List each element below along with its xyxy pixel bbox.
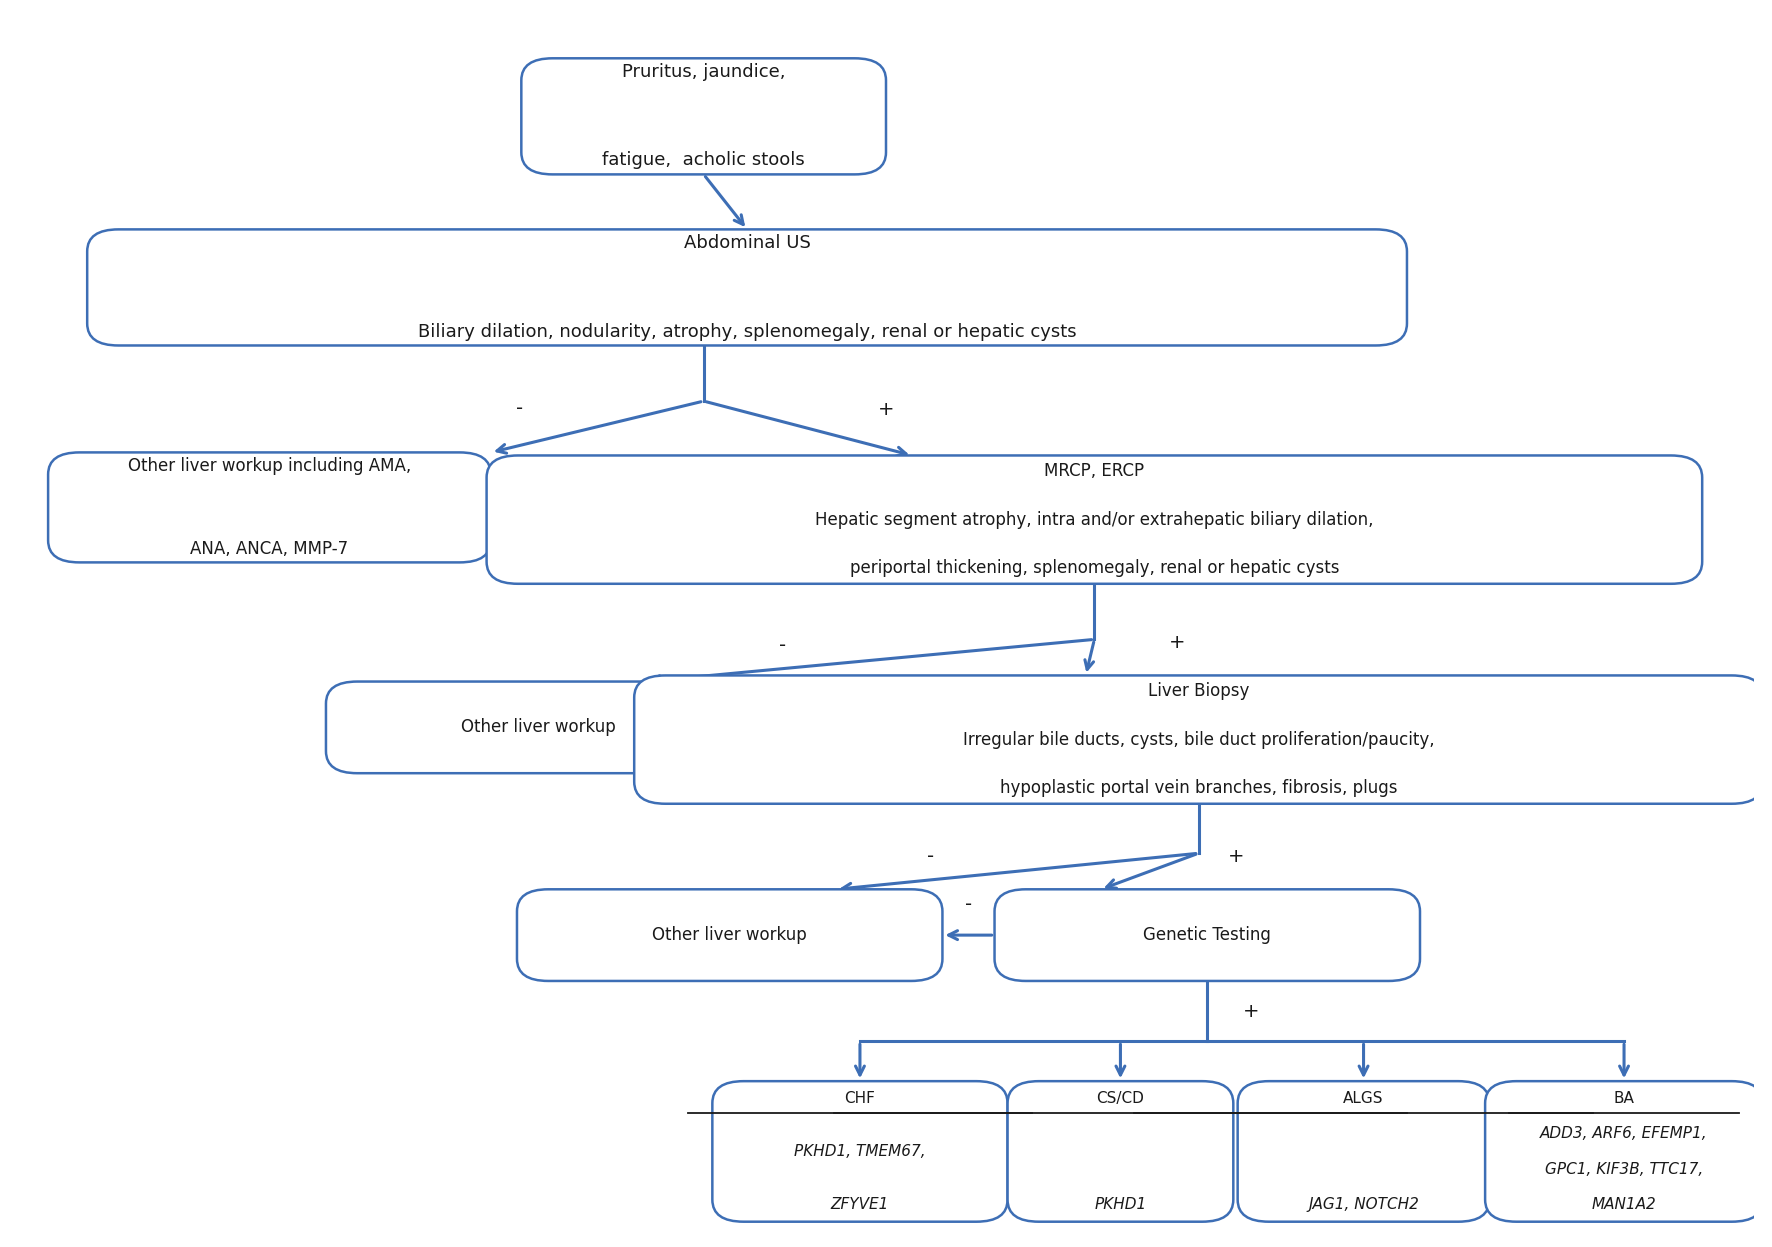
Text: BA: BA [1614, 1091, 1634, 1106]
Text: CS/CD: CS/CD [1097, 1091, 1145, 1106]
Text: PKHD1: PKHD1 [1095, 1197, 1146, 1212]
FancyBboxPatch shape [712, 1081, 1008, 1222]
Text: Other liver workup: Other liver workup [652, 927, 806, 944]
Text: ANA, ANCA, MMP-7: ANA, ANCA, MMP-7 [190, 540, 349, 559]
Text: +: + [877, 400, 895, 419]
Text: +: + [1242, 1001, 1258, 1021]
FancyBboxPatch shape [48, 453, 491, 562]
FancyBboxPatch shape [634, 676, 1763, 804]
Text: +: + [1228, 847, 1244, 867]
Text: -: - [780, 636, 787, 656]
FancyBboxPatch shape [487, 455, 1703, 584]
Text: Abdominal US: Abdominal US [684, 234, 810, 252]
Text: MAN1A2: MAN1A2 [1591, 1197, 1657, 1212]
Text: hypoplastic portal vein branches, fibrosis, plugs: hypoplastic portal vein branches, fibros… [999, 779, 1398, 797]
Text: Pruritus, jaundice,: Pruritus, jaundice, [622, 64, 785, 81]
Text: JAG1, NOTCH2: JAG1, NOTCH2 [1308, 1197, 1419, 1212]
Text: Other liver workup: Other liver workup [461, 718, 617, 737]
Text: Irregular bile ducts, cysts, bile duct proliferation/paucity,: Irregular bile ducts, cysts, bile duct p… [962, 731, 1434, 748]
Text: ADD3, ARF6, EFEMP1,: ADD3, ARF6, EFEMP1, [1540, 1126, 1708, 1141]
Text: ALGS: ALGS [1343, 1091, 1384, 1106]
Text: -: - [516, 399, 523, 418]
Text: MRCP, ERCP: MRCP, ERCP [1044, 461, 1145, 480]
Text: Hepatic segment atrophy, intra and/or extrahepatic biliary dilation,: Hepatic segment atrophy, intra and/or ex… [815, 510, 1373, 529]
FancyBboxPatch shape [994, 889, 1419, 981]
Text: -: - [966, 895, 973, 914]
Text: PKHD1, TMEM67,: PKHD1, TMEM67, [794, 1143, 925, 1158]
Text: Liver Biopsy: Liver Biopsy [1148, 682, 1249, 700]
Text: +: + [1168, 633, 1185, 652]
Text: Other liver workup including AMA,: Other liver workup including AMA, [128, 456, 411, 475]
FancyBboxPatch shape [87, 229, 1407, 345]
Text: Biliary dilation, nodularity, atrophy, splenomegaly, renal or hepatic cysts: Biliary dilation, nodularity, atrophy, s… [418, 323, 1076, 340]
Text: -: - [927, 847, 934, 867]
Text: GPC1, KIF3B, TTC17,: GPC1, KIF3B, TTC17, [1545, 1162, 1703, 1177]
Text: periportal thickening, splenomegaly, renal or hepatic cysts: periportal thickening, splenomegaly, ren… [849, 560, 1340, 577]
Text: CHF: CHF [845, 1091, 875, 1106]
Text: fatigue,  acholic stools: fatigue, acholic stools [602, 151, 804, 170]
FancyBboxPatch shape [326, 682, 751, 773]
Text: Genetic Testing: Genetic Testing [1143, 927, 1271, 944]
FancyBboxPatch shape [1485, 1081, 1763, 1222]
Text: ZFYVE1: ZFYVE1 [831, 1197, 890, 1212]
FancyBboxPatch shape [517, 889, 943, 981]
FancyBboxPatch shape [521, 59, 886, 175]
FancyBboxPatch shape [1008, 1081, 1233, 1222]
FancyBboxPatch shape [1237, 1081, 1490, 1222]
